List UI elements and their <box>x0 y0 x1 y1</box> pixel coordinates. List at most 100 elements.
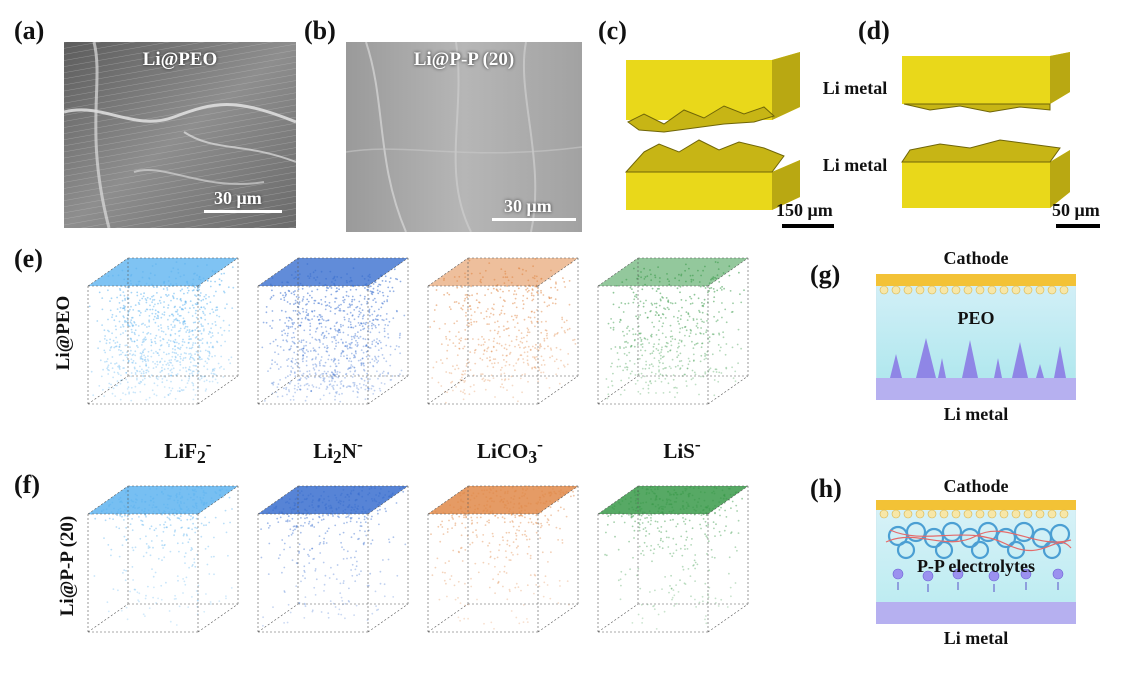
ion-count-point <box>612 372 614 375</box>
ion-count-point <box>619 319 622 321</box>
ion-count-point <box>531 299 534 302</box>
ion-count-point <box>518 529 520 532</box>
ion-count-point <box>665 374 667 376</box>
ion-count-point <box>115 315 118 317</box>
ion-count-point <box>555 281 557 284</box>
ion-count-point <box>493 278 496 281</box>
ion-count-point <box>453 301 456 303</box>
ion-count-point <box>353 318 356 321</box>
ion-count-point <box>469 385 472 388</box>
ion-count-point <box>295 526 298 529</box>
ion-count-point <box>632 301 635 304</box>
ion-count-point <box>508 531 510 534</box>
ion-count-point <box>526 538 528 541</box>
ion-count-point <box>275 391 278 394</box>
ion-count-point <box>665 536 668 539</box>
ion-count-point <box>633 529 636 532</box>
ion-count-point <box>160 598 163 601</box>
ion-count-point <box>490 292 493 294</box>
ion-count-point <box>354 350 357 352</box>
ion-count-point <box>383 335 386 338</box>
ion-count-point <box>356 305 359 308</box>
ion-count-point <box>462 347 464 350</box>
ion-count-point <box>693 371 696 374</box>
ion-count-point <box>171 355 174 358</box>
ion-count-point <box>180 502 182 505</box>
ion-count-point <box>155 602 157 604</box>
ion-count-point <box>529 348 532 351</box>
ion-count-point <box>188 358 191 360</box>
ion-count-point <box>144 298 147 300</box>
ion-count-point <box>402 490 405 493</box>
ion-count-point <box>374 357 377 359</box>
ion-count-point <box>526 584 529 587</box>
ion-count-point <box>286 520 289 523</box>
ion-count-point <box>472 338 474 340</box>
ion-count-point <box>530 310 533 313</box>
ion-count-point <box>148 607 151 610</box>
ion-count-point <box>631 513 633 516</box>
ion-count-point <box>675 584 677 586</box>
ion-count-point <box>702 509 704 512</box>
cube-edge <box>367 603 409 633</box>
ion-count-point <box>725 343 728 345</box>
ion-count-point <box>712 288 715 290</box>
ion-count-point <box>352 373 355 376</box>
ion-count-point <box>216 306 219 309</box>
ion-count-point <box>695 606 697 608</box>
ion-count-point <box>179 355 182 358</box>
ion-count-point <box>337 329 340 332</box>
ion-count-point <box>447 344 449 346</box>
ion-count-point <box>451 380 454 383</box>
ion-count-point <box>712 300 715 303</box>
ion-count-point <box>446 292 449 294</box>
ion-count-point <box>449 578 451 581</box>
ion-count-point <box>616 285 618 287</box>
ion-count-point <box>157 310 159 313</box>
ion-count-point <box>382 294 385 297</box>
ion-count-point <box>386 295 389 298</box>
ion-count-point <box>296 389 299 391</box>
ion-count-point <box>108 517 111 520</box>
ion-count-point <box>329 383 332 385</box>
ion-count-point <box>161 313 164 315</box>
ion-count-point <box>373 498 376 500</box>
ion-count-point <box>189 518 192 521</box>
ion-count-point <box>194 353 196 355</box>
ion-count-point <box>130 399 133 402</box>
ion-count-point <box>288 290 291 293</box>
ion-count-point <box>197 351 199 354</box>
ion-count-point <box>347 326 350 329</box>
ion-count-point <box>282 349 285 352</box>
ion-count-point <box>658 507 660 510</box>
ion-count-point <box>352 390 355 393</box>
ion-count-point <box>342 580 345 582</box>
ion-count-point <box>204 349 207 352</box>
ion-count-point <box>317 504 320 507</box>
ion-count-point <box>131 340 133 343</box>
ion-count-point <box>351 376 354 378</box>
ion-count-point <box>122 291 125 293</box>
ion-count-point <box>685 311 688 313</box>
ion-count-point <box>322 331 325 334</box>
ion-count-point <box>296 497 298 499</box>
ion-count-point <box>327 514 330 517</box>
ion-count-point <box>518 525 520 528</box>
ion-count-point <box>168 386 171 389</box>
ion-count-point <box>155 487 158 490</box>
ion-count-point <box>272 381 275 384</box>
ion-count-point <box>470 318 472 321</box>
ion-count-point <box>145 543 148 545</box>
ion-count-point <box>344 345 347 347</box>
ion-count-point <box>658 320 661 322</box>
ion-count-point <box>664 317 667 319</box>
ion-count-point <box>151 299 154 301</box>
ion-count-point <box>663 367 666 370</box>
ion-count-point <box>160 584 163 587</box>
ion-count-point <box>458 515 461 518</box>
ion-count-point <box>161 369 164 372</box>
ion-count-point <box>628 502 630 505</box>
ion-count-point <box>464 582 466 585</box>
ion-count-point <box>355 565 358 568</box>
ion-count-point <box>286 519 289 522</box>
